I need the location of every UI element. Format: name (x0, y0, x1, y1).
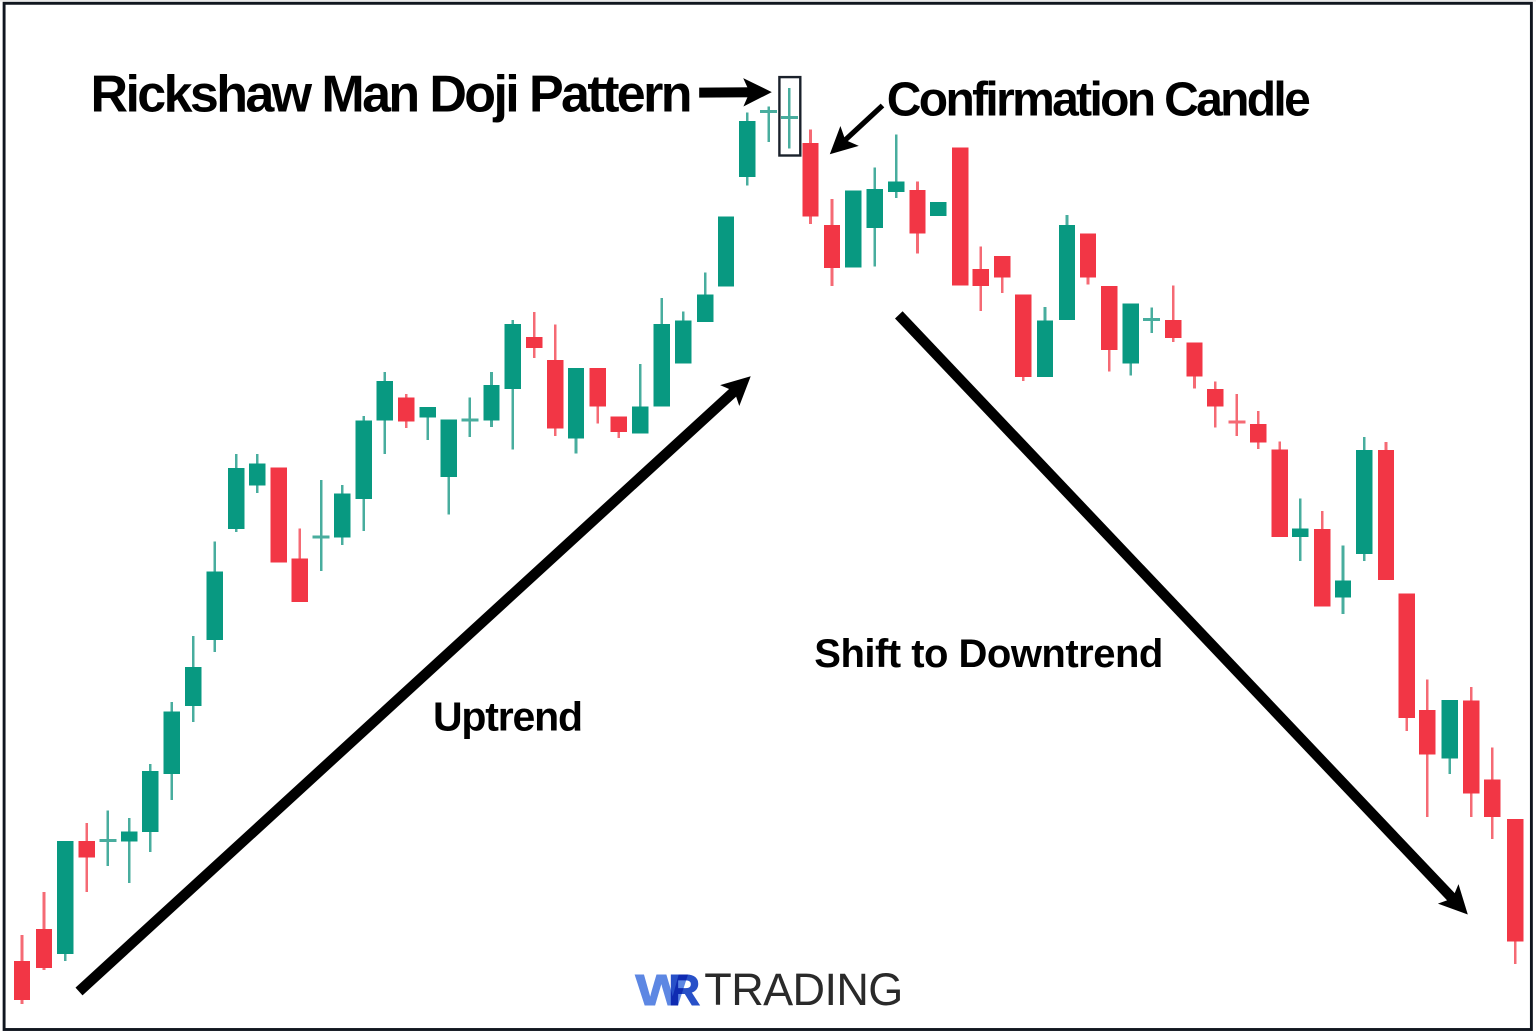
svg-text:Shift to Downtrend: Shift to Downtrend (814, 632, 1163, 676)
svg-text:W: W (635, 965, 687, 1014)
svg-text:Rickshaw Man Doji Pattern: Rickshaw Man Doji Pattern (91, 65, 693, 123)
svg-text:Uptrend: Uptrend (433, 693, 583, 739)
svg-text:Confirmation Candle: Confirmation Candle (887, 74, 1311, 127)
svg-text:R: R (668, 966, 700, 1015)
svg-text:TRADING: TRADING (704, 964, 903, 1015)
